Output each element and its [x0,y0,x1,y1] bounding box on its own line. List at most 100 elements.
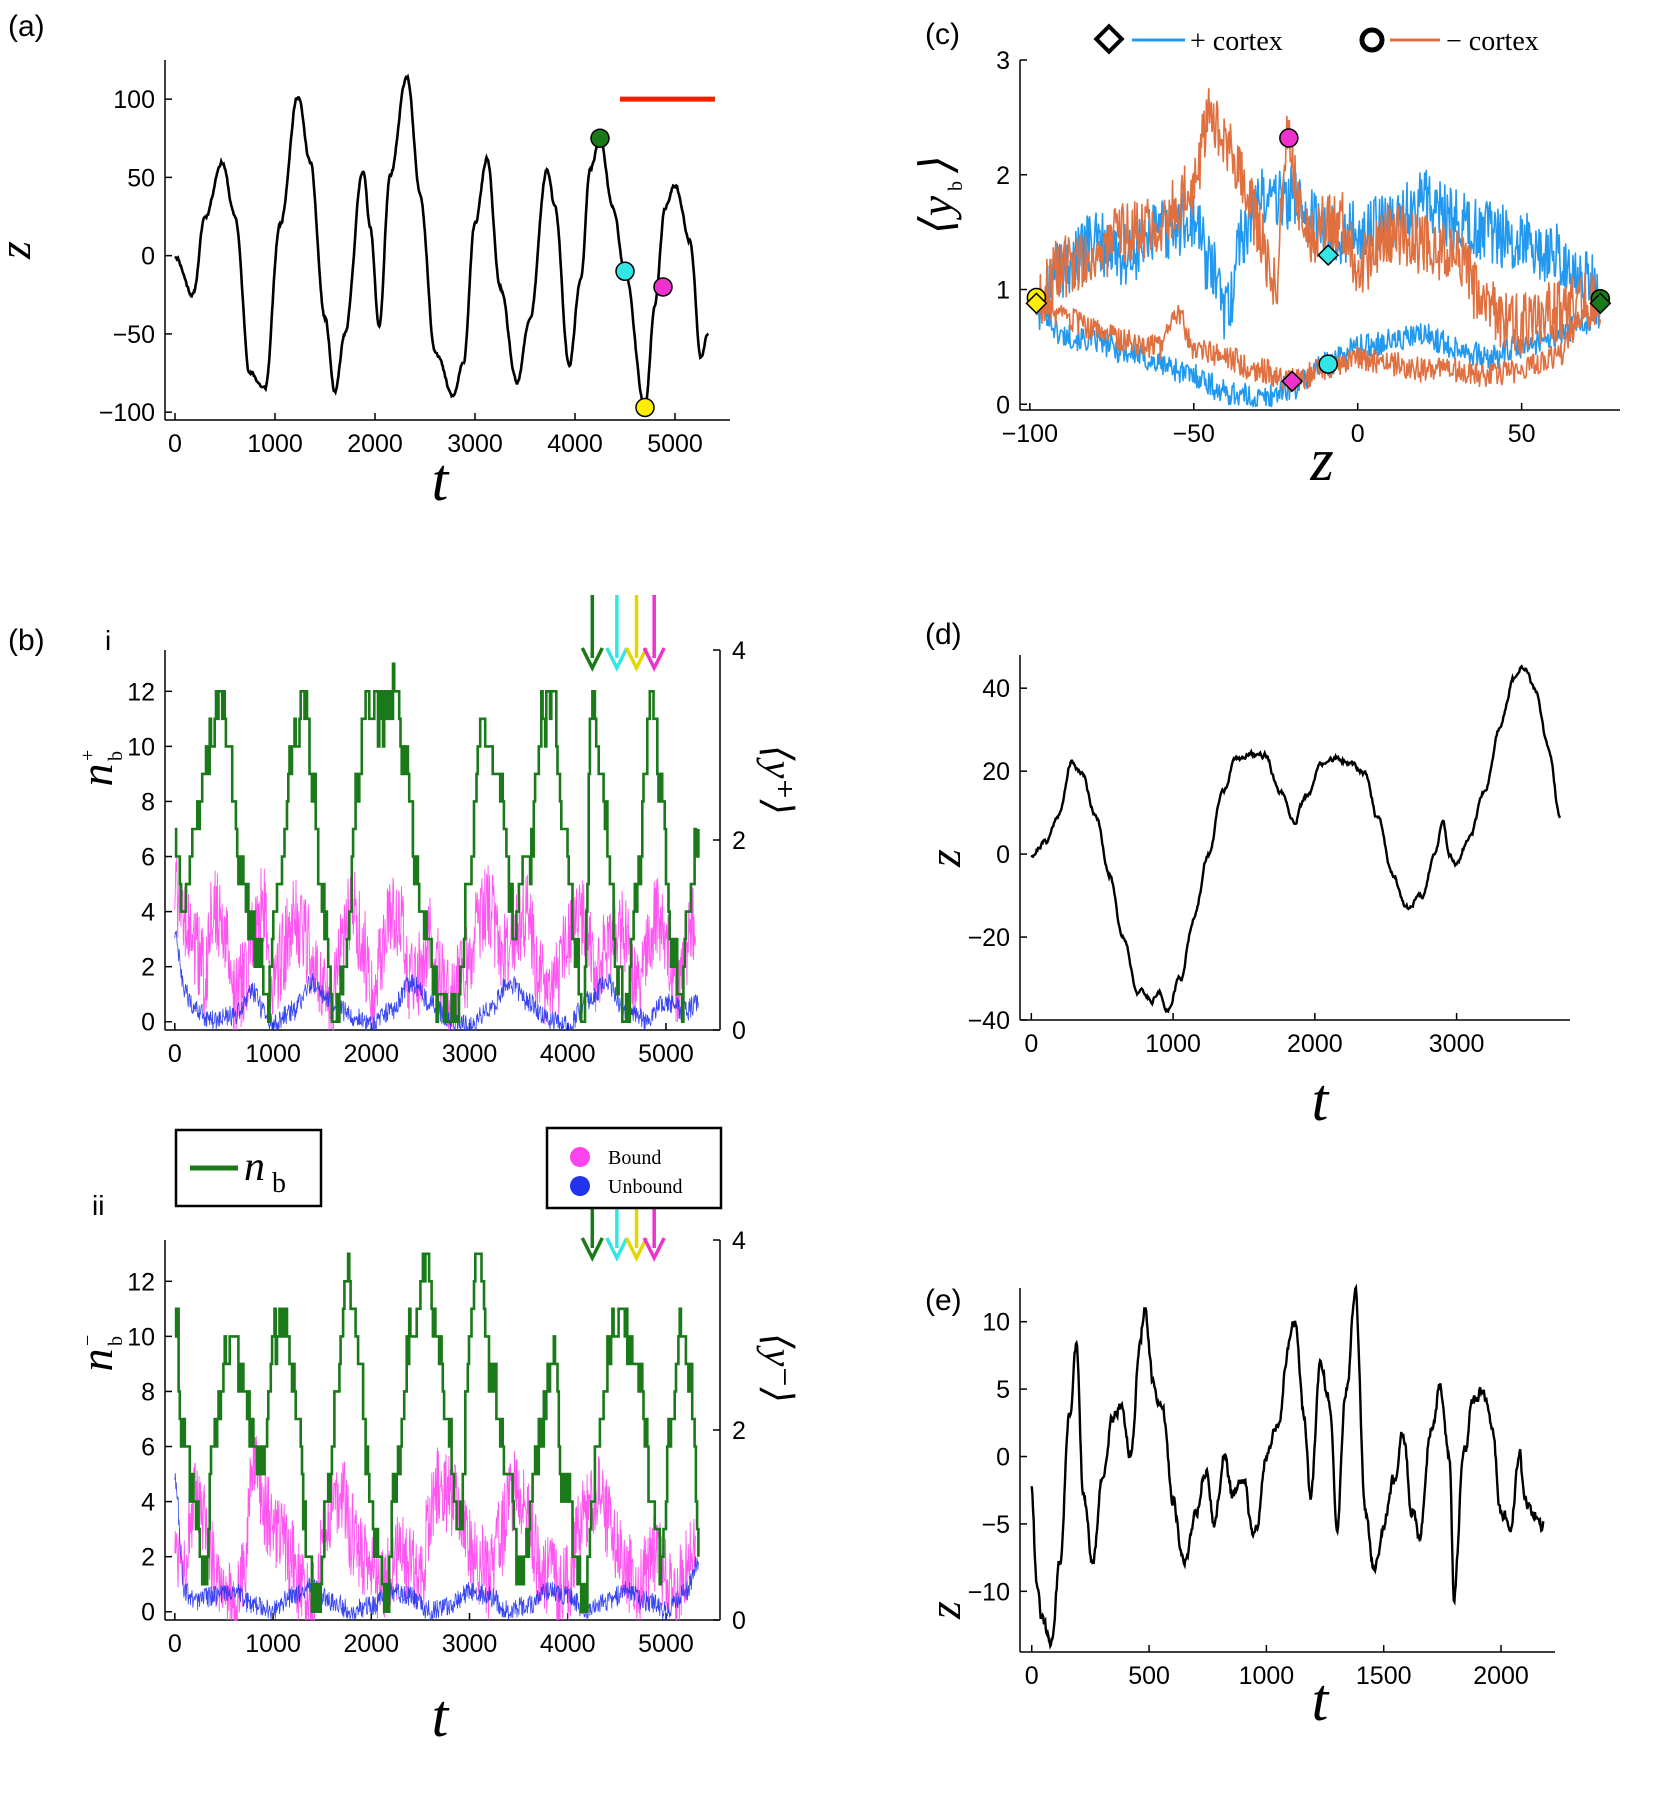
svg-text:⟨y⁻⟩: ⟨y⁻⟩ [756,1333,801,1403]
y-tick-label: 10 [982,1309,1010,1337]
time-arrow-head [580,647,604,672]
state-marker-circle [1279,128,1299,148]
panel-b-legend-nb: n b [174,1128,323,1208]
y-tick-label: 8 [141,1378,155,1406]
panel-label-e: (e) [925,1284,962,1317]
legend-circle-marker [1359,27,1385,53]
svg-text:+: + [77,750,99,761]
panel-a-chart: 0 1000 2000 3000 4000 5000 −100 −50 0 50 100 [99,60,730,458]
cortex-trace-line [1035,88,1602,357]
y-tick-label: 4 [141,899,155,927]
svg-text:⟨y: ⟨y [911,195,962,234]
y-tick-label: 0 [141,243,155,271]
state-marker-diamond [1589,292,1612,315]
panel-b-i-ylabel: n b + [71,750,127,787]
state-marker-diamond [1317,244,1340,267]
svg-text:−: − [77,1335,99,1346]
panel-b-ii-ylabel: n b − [71,1335,127,1372]
panel-c-xlabel: z [1309,427,1333,493]
legend-bound-label: Bound [608,1147,661,1169]
x-tick-label: 2000 [347,430,403,458]
svg-text:⟨y⁺⟩: ⟨y⁺⟩ [756,745,801,815]
panel-c-legend: + cortex − cortex [1093,23,1539,57]
x-tick-label: 5000 [638,1040,694,1068]
panel-c-ylabel: ⟨y b ⟩ [911,155,967,234]
x-tick-label: 1000 [1239,1662,1295,1690]
panel-e-ylabel: z [919,1601,970,1620]
y-tick-label: 0 [141,1599,155,1627]
x-tick-label: 1000 [245,1630,301,1658]
y-tick-label: 100 [113,86,155,114]
time-arrow-head [605,647,629,672]
x-tick-label: 2000 [343,1040,399,1068]
time-marker-point [590,128,610,149]
y-tick-label: 50 [127,164,155,192]
y-tick-label: 10 [127,1323,155,1351]
x-tick-label: −50 [1173,420,1215,448]
y-tick-label: 1 [996,277,1010,305]
panel-b-ii-xlabel: t [432,1683,450,1749]
legend-nb-subscript: b [272,1168,286,1199]
panel-b-ii-chart: 0 1000 2000 3000 4000 5000 0 2 4 6 8 10 12 0 2 4 [127,1185,746,1658]
x-tick-label: 0 [1025,1662,1039,1690]
cortex-trace-line [1035,288,1601,408]
x-tick-label: −100 [1002,420,1058,448]
x-tick-label: 2000 [343,1630,399,1658]
nb-step-line [174,1252,700,1613]
y-tick-label: 2 [996,162,1010,190]
x-tick-label: 5000 [647,430,703,458]
time-arrow-head [580,1237,604,1262]
y-tick-label: 0 [141,1009,155,1037]
x-tick-label: 2000 [1287,1030,1343,1058]
panel-a-xlabel: t [432,447,450,513]
time-arrow-head [624,647,649,672]
legend-diamond-marker [1093,23,1125,55]
x-tick-label: 3000 [442,1040,498,1068]
panel-c-chart: −100 −50 0 50 0 1 2 3 [996,47,1620,448]
time-arrow-head [642,647,666,672]
panel-d-xlabel: t [1312,1067,1330,1133]
y-tick-label: 0 [996,1444,1010,1472]
panel-b-legend-bound: Bound Unbound [545,1126,723,1210]
y-right-tick-label: 0 [732,1607,746,1635]
x-tick-label: 1000 [245,1040,301,1068]
y-tick-label: 12 [127,678,155,706]
y-tick-label: 8 [141,788,155,816]
panel-label-d: (d) [925,618,962,651]
time-marker-point [615,261,635,282]
y-tick-label: 5 [996,1376,1010,1404]
panel-e-xlabel: t [1312,1667,1330,1733]
y-tick-label: −5 [981,1511,1010,1539]
y-tick-label: 0 [996,391,1010,419]
panel-d-chart: 0 1000 2000 3000 −40 −20 0 20 40 [968,655,1570,1058]
y-tick-label: 6 [141,844,155,872]
y-right-tick-label: 4 [732,1227,746,1255]
y-tick-label: 6 [141,1434,155,1462]
panel-a-ylabel: z [0,241,40,260]
y-tick-label: 0 [996,841,1010,869]
time-marker-point [635,397,655,418]
svg-text:b: b [105,751,127,761]
y-tick-label: −40 [968,1007,1010,1035]
y-tick-label: 4 [141,1489,155,1517]
svg-text:b: b [945,181,967,191]
state-marker-circle [1318,354,1338,374]
x-tick-label: 500 [1128,1662,1170,1690]
panel-label-c: (c) [925,18,960,51]
legend-minus-cortex-label: − cortex [1446,26,1539,57]
cortex-trace-line [1035,289,1602,393]
svg-text:b: b [105,1336,127,1346]
panel-label-a: (a) [8,10,45,43]
y-tick-label: 12 [127,1268,155,1296]
x-tick-label: 0 [1351,420,1365,448]
y-tick-label: −20 [968,924,1010,952]
y-tick-label: −10 [968,1578,1010,1606]
y-tick-label: 2 [141,1544,155,1572]
bound-trace-line [174,857,696,1031]
panel-e-chart: 0 500 1000 1500 2000 −10 −5 0 5 10 [968,1283,1555,1690]
y-tick-label: −50 [113,321,155,349]
panel-b-i-chart: 0 1000 2000 3000 4000 5000 0 2 4 6 8 10 12 0 2 4 [127,595,746,1068]
legend-unbound-marker [570,1176,590,1196]
time-arrow-head [624,1237,649,1262]
